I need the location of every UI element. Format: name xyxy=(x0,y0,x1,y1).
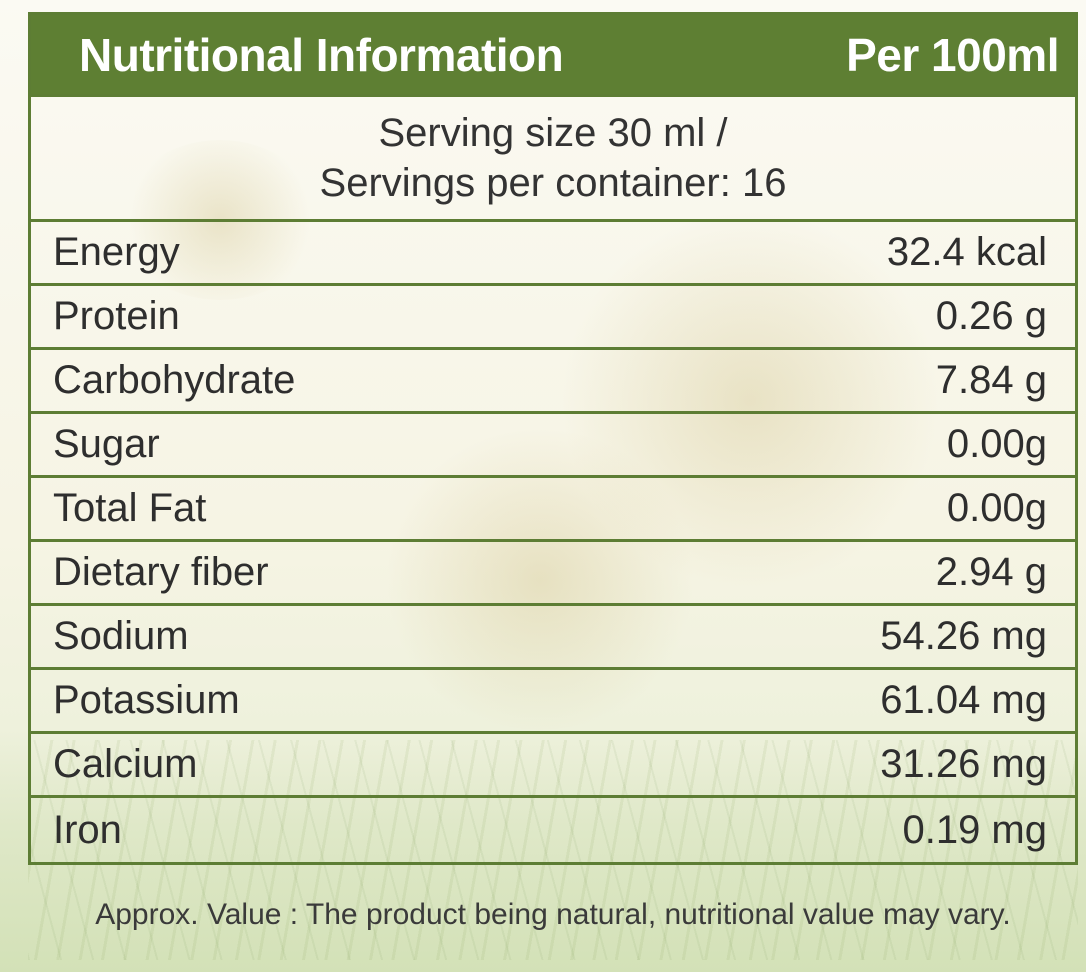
nutrient-value: 61.04 mg xyxy=(880,678,1047,722)
nutrient-label: Carbohydrate xyxy=(53,358,296,402)
nutrition-table: Nutritional Information Per 100ml Servin… xyxy=(28,12,1078,865)
table-row: Calcium 31.26 mg xyxy=(31,734,1075,798)
nutrient-value: 0.26 g xyxy=(935,294,1047,338)
nutrient-value: 54.26 mg xyxy=(880,614,1047,658)
table-row: Dietary fiber 2.94 g xyxy=(31,542,1075,606)
nutrient-value: 2.94 g xyxy=(935,550,1047,594)
nutrient-value: 0.00g xyxy=(946,486,1047,530)
table-row: Sugar 0.00g xyxy=(31,414,1075,478)
nutrient-label: Protein xyxy=(53,294,180,338)
table-row: Carbohydrate 7.84 g xyxy=(31,350,1075,414)
nutrient-label: Dietary fiber xyxy=(53,550,269,594)
disclaimer-note: Approx. Value : The product being natura… xyxy=(95,898,1011,931)
nutrient-value: 31.26 mg xyxy=(880,742,1047,786)
table-title: Nutritional Information xyxy=(79,28,564,81)
table-row: Potassium 61.04 mg xyxy=(31,670,1075,734)
servings-per-container: Servings per container: 16 xyxy=(319,161,787,205)
table-row: Sodium 54.26 mg xyxy=(31,606,1075,670)
nutrient-label: Energy xyxy=(53,230,180,274)
per-unit-label: Per 100ml xyxy=(846,28,1059,81)
nutrient-value: 0.00g xyxy=(946,422,1047,466)
nutrient-value: 32.4 kcal xyxy=(886,230,1047,274)
nutrient-label: Sodium xyxy=(53,614,189,658)
table-row: Total Fat 0.00g xyxy=(31,478,1075,542)
nutrient-label: Total Fat xyxy=(53,486,207,530)
nutrient-label: Calcium xyxy=(53,742,198,786)
nutrient-label: Iron xyxy=(53,807,122,852)
nutrient-label: Sugar xyxy=(53,422,160,466)
nutrient-label: Potassium xyxy=(53,678,240,722)
table-row: Energy 32.4 kcal xyxy=(31,222,1075,286)
nutrient-value: 0.19 mg xyxy=(902,807,1047,852)
serving-info: Serving size 30 ml / Servings per contai… xyxy=(31,97,1075,222)
table-row: Protein 0.26 g xyxy=(31,286,1075,350)
table-row: Iron 0.19 mg xyxy=(31,798,1075,862)
nutrient-value: 7.84 g xyxy=(935,358,1047,402)
serving-size: Serving size 30 ml / xyxy=(378,111,728,155)
table-header: Nutritional Information Per 100ml xyxy=(31,15,1075,97)
